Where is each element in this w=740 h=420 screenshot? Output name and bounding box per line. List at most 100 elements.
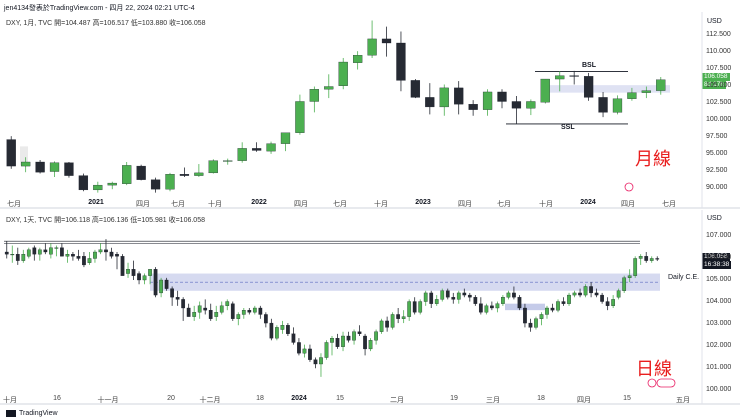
daily-big-label: 日線 [636, 359, 672, 379]
candle-body [237, 148, 247, 161]
candle-body [497, 91, 507, 102]
candle-body [309, 89, 319, 102]
candle-body [275, 327, 279, 339]
candle-body [280, 132, 291, 144]
candle-body [297, 342, 301, 354]
candle-body [440, 290, 445, 300]
candle-body [302, 348, 307, 354]
x-tick-label: 二月 [390, 397, 404, 404]
candle-body [241, 310, 246, 315]
x-tick-label: 2021 [88, 199, 104, 206]
candle-body [418, 301, 423, 313]
x-tick-label: 15 [623, 395, 631, 402]
candle-body [401, 316, 406, 319]
candle-body [60, 247, 64, 257]
candle-body [175, 297, 180, 300]
candle-body [208, 160, 218, 174]
daily-symbol-title: DXY, 1天, TVC 開=106.118 高=106.136 低=105.9… [6, 217, 205, 224]
candle-body [367, 38, 377, 56]
candle-body [534, 318, 538, 328]
candle-body [555, 75, 565, 80]
candle-body [338, 61, 348, 86]
candle-body [219, 305, 224, 313]
candle-body [319, 357, 323, 365]
x-tick-label: 19 [450, 395, 458, 402]
candle-body [454, 87, 464, 105]
candle-body [10, 254, 15, 256]
candle-body [352, 331, 356, 341]
candle-body [170, 288, 174, 298]
candle-body [153, 269, 158, 296]
candle-body [6, 139, 16, 167]
candle-body [423, 292, 428, 302]
candle-body [49, 162, 60, 172]
candle-body [425, 97, 435, 108]
x-tick-label: 18 [537, 395, 545, 402]
x-tick-label: 七月 [333, 201, 347, 208]
candle-body [490, 305, 494, 309]
candle-body [136, 165, 146, 180]
y-tick-label: 107.500 [706, 65, 732, 72]
x-tick-label: 三月 [486, 397, 500, 404]
candle-body [148, 269, 152, 276]
candle-body [21, 161, 31, 167]
candle-body [526, 101, 536, 109]
y-tick-label: 103.000 [706, 320, 732, 327]
bsl-label: BSL [582, 62, 596, 69]
candle-body [528, 322, 533, 328]
y-tick-label: 100.000 [706, 116, 732, 123]
candle-body [410, 80, 421, 98]
candle-body [197, 305, 202, 313]
candle-body [439, 87, 449, 108]
candle-body [137, 273, 141, 281]
candle-body [357, 331, 362, 334]
candle-body [225, 301, 230, 306]
candle-body [93, 184, 103, 191]
snapshot-header: jen4134發表於TradingView.com - 四月 22, 2024 … [4, 5, 195, 12]
x-tick-label: 18 [256, 395, 264, 402]
x-tick-label: 四月 [458, 201, 472, 208]
x-tick-label: 十月 [3, 397, 17, 404]
y-tick-label: 112.500 [706, 31, 731, 38]
candle-body [324, 86, 334, 90]
candle-body [381, 38, 392, 44]
candle-body [286, 325, 290, 334]
x-tick-label: 七月 [171, 201, 185, 208]
candle-body [126, 269, 130, 274]
monthly-fvg-zone [544, 85, 670, 93]
candle-body [589, 286, 593, 294]
candle-body [335, 338, 340, 347]
candle-body [21, 254, 26, 261]
candle-body [511, 101, 522, 109]
candle-body [181, 299, 186, 309]
candle-body [251, 148, 262, 151]
candle-body [252, 307, 257, 313]
candle-body [82, 256, 86, 266]
y-tick-label: 97.500 [706, 133, 728, 140]
candle-body [159, 279, 163, 294]
candle-body [37, 249, 42, 255]
x-tick-label: 十月 [374, 201, 388, 208]
candle-body [407, 301, 412, 317]
candle-body [545, 307, 549, 315]
candle-body [324, 342, 329, 358]
candle-body [32, 247, 37, 255]
candle-body [594, 292, 599, 296]
candle-body [501, 297, 505, 304]
candle-body [107, 182, 117, 186]
candle-body [484, 305, 489, 313]
x-tick-label: 四月 [294, 201, 308, 208]
candle-body [523, 307, 527, 324]
x-tick-label: 七月 [497, 201, 511, 208]
candle-body [71, 254, 75, 257]
y-tick-label: 100.000 [706, 386, 732, 393]
candle-body [641, 90, 651, 93]
footer-brand: TradingView [19, 410, 58, 417]
monthly-symbol-title: DXY, 1月, TVC 開=104.487 高=106.517 低=103.8… [6, 20, 206, 27]
candle-body [482, 91, 493, 110]
daily-ce-label: Daily C.E. [668, 274, 700, 281]
candle-body [291, 333, 296, 343]
candle-body [633, 258, 638, 276]
y-tick-label: 110.000 [706, 48, 731, 55]
